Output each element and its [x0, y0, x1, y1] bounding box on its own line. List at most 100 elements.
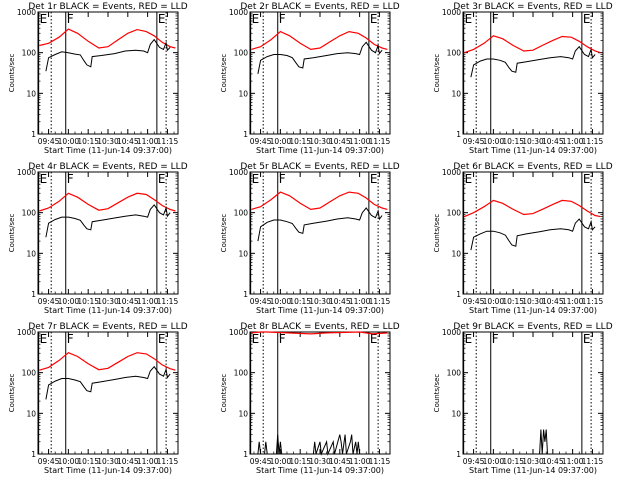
flag-label-F: F	[67, 172, 74, 186]
x-tick-label: 09:45	[463, 137, 485, 146]
events-series-line	[470, 45, 596, 78]
x-tick-label: 10:00	[58, 297, 80, 306]
x-tick-label: 10:45	[542, 457, 564, 466]
panel-2: Det 2r BLACK = Events, RED = LLD 1 10 100 10…	[220, 2, 400, 155]
lld-series-line	[251, 191, 388, 211]
x-tick-label: 10:15	[502, 137, 524, 146]
y-tick-label: 10	[238, 249, 248, 258]
lld-series-line	[39, 352, 176, 371]
x-axis-label: Start Time (11-Jun-14 09:37:00)	[256, 146, 384, 155]
events-series-line	[257, 41, 383, 74]
lld-series-line	[39, 192, 176, 212]
flag-label-E: E	[158, 12, 166, 26]
flag-label-F: F	[492, 172, 499, 186]
x-tick-label: 10:00	[58, 457, 80, 466]
panel-6: Det 6r BLACK = Events, RED = LLD 1 10 100 10…	[433, 162, 613, 315]
flag-label-E: E	[583, 12, 591, 26]
y-axis-label: Counts/sec	[8, 374, 16, 413]
x-tick-label: 10:00	[58, 137, 80, 146]
x-tick-label: 11:00	[137, 297, 159, 306]
flag-label-E: E	[465, 332, 473, 346]
panel-9: Det 9r BLACK = Events, RED = LLD 1 10 100 10…	[433, 322, 613, 475]
events-series-line	[45, 365, 171, 400]
x-tick-label: 10:00	[270, 297, 292, 306]
x-tick-label: 10:45	[329, 137, 351, 146]
x-tick-label: 09:45	[38, 457, 60, 466]
x-tick-label: 10:45	[329, 457, 351, 466]
x-tick-label: 09:45	[38, 137, 60, 146]
y-tick-label: 100	[447, 369, 462, 378]
flag-label-F: F	[492, 332, 499, 346]
x-tick-label: 09:45	[463, 457, 485, 466]
y-axis-label: Counts/sec	[433, 54, 441, 93]
x-axis-label: Start Time (11-Jun-14 09:37:00)	[44, 306, 172, 315]
y-tick-label: 1000	[229, 8, 248, 17]
panel-8: Det 8r BLACK = Events, RED = LLD 1 10 100 10…	[220, 322, 400, 475]
y-axis-label: Counts/sec	[220, 374, 228, 413]
y-tick-label: 1000	[229, 168, 248, 177]
flag-label-E: E	[40, 172, 48, 186]
x-tick-label: 10:45	[542, 137, 564, 146]
y-tick-label: 1	[31, 450, 36, 459]
lld-series-line	[464, 199, 601, 218]
x-tick-label: 11:00	[137, 137, 159, 146]
x-tick-label: 10:30	[522, 297, 544, 306]
y-tick-label: 1000	[17, 168, 36, 177]
x-axis-label: Start Time (11-Jun-14 09:37:00)	[469, 466, 597, 475]
flag-label-E: E	[370, 172, 378, 186]
y-tick-label: 100	[234, 209, 249, 218]
flag-label-E: E	[252, 172, 260, 186]
x-axis-label: Start Time (11-Jun-14 09:37:00)	[44, 146, 172, 155]
x-tick-label: 10:15	[77, 457, 99, 466]
events-series-line	[539, 429, 548, 455]
x-axis-label: Start Time (11-Jun-14 09:37:00)	[256, 306, 384, 315]
x-tick-label: 11:00	[137, 457, 159, 466]
lld-series-line	[39, 28, 176, 49]
y-tick-label: 100	[22, 369, 37, 378]
flag-label-F: F	[67, 332, 74, 346]
y-tick-label: 10	[26, 409, 36, 418]
flag-label-E: E	[583, 172, 591, 186]
y-tick-label: 10	[238, 409, 248, 418]
y-tick-label: 1	[243, 450, 248, 459]
y-tick-label: 10	[26, 89, 36, 98]
x-tick-label: 11:15	[582, 457, 604, 466]
x-tick-label: 11:15	[157, 137, 179, 146]
x-tick-label: 10:45	[117, 457, 139, 466]
x-tick-label: 10:15	[502, 457, 524, 466]
y-tick-label: 1	[243, 290, 248, 299]
x-tick-label: 10:00	[270, 137, 292, 146]
y-tick-label: 10	[451, 249, 461, 258]
events-series-line	[470, 218, 596, 251]
x-tick-label: 10:15	[77, 137, 99, 146]
panel-1: Det 1r BLACK = Events, RED = LLD 1 10 100 10…	[8, 2, 188, 155]
y-tick-label: 1	[31, 130, 36, 139]
flag-label-E: E	[370, 12, 378, 26]
events-series-line	[45, 38, 171, 72]
events-series-line	[45, 204, 171, 238]
y-axis-label: Counts/sec	[433, 374, 441, 413]
x-axis-label: Start Time (11-Jun-14 09:37:00)	[469, 146, 597, 155]
y-tick-label: 10	[451, 89, 461, 98]
lld-series-line	[251, 30, 388, 51]
lld-series-line	[251, 331, 388, 335]
panel-title: Det 4r BLACK = Events, RED = LLD	[28, 162, 187, 172]
panel-title: Det 9r BLACK = Events, RED = LLD	[453, 322, 612, 332]
y-tick-label: 1000	[229, 328, 248, 337]
y-axis-label: Counts/sec	[220, 214, 228, 253]
x-tick-label: 10:45	[117, 137, 139, 146]
panel-title: Det 6r BLACK = Events, RED = LLD	[453, 162, 612, 172]
x-tick-label: 10:00	[270, 457, 292, 466]
x-tick-label: 11:00	[349, 457, 371, 466]
y-tick-label: 1	[243, 130, 248, 139]
x-tick-label: 10:30	[522, 457, 544, 466]
flag-label-E: E	[40, 12, 48, 26]
x-tick-label: 10:30	[309, 297, 331, 306]
x-tick-label: 11:15	[157, 297, 179, 306]
x-tick-label: 09:45	[250, 297, 272, 306]
y-axis-label: Counts/sec	[8, 54, 16, 93]
y-tick-label: 10	[238, 89, 248, 98]
x-tick-label: 10:00	[483, 297, 505, 306]
x-tick-label: 11:00	[349, 297, 371, 306]
y-tick-label: 1000	[442, 328, 461, 337]
